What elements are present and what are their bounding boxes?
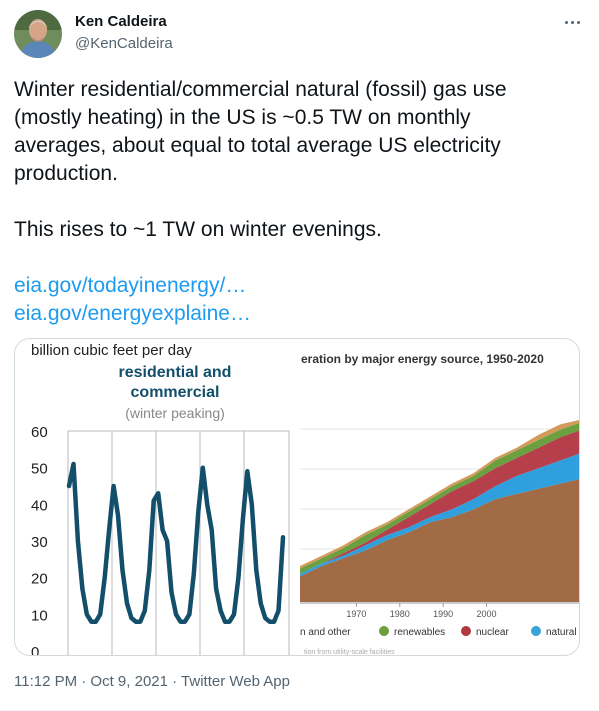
natural-gas-area [300,453,579,577]
link-eia-energyexplained[interactable]: eia.gov/energyexplaine… [14,302,251,325]
legend-item: natural ga [531,626,580,638]
chart-subtitle: (winter peaking) [125,405,225,421]
y-axis-label: billion cubic feet per day [31,342,192,359]
renewables-area [300,422,579,574]
chart-footnote: tion from utility-scale facilities [304,649,395,656]
chart-title: eration by major energy source, 1950-202… [301,352,544,366]
legend-item: renewables [379,626,445,638]
gas-use-series-line [66,461,286,624]
electricity-generation-chart: eration by major energy source, 1950-202… [300,352,580,656]
media-container[interactable]: billion cubic feet per day residential a… [14,338,580,656]
media-image-gas-chart[interactable]: billion cubic feet per day residential a… [15,339,299,656]
x-tick-label: 1970 [346,609,366,619]
author-handle[interactable]: @KenCaldeira [75,35,173,52]
chart-title-line: residential and [119,364,232,381]
nuclear-area [300,430,579,574]
y-tick-label: 40 [31,497,48,514]
y-tick-label: 10 [31,607,48,624]
more-options-icon[interactable] [561,14,583,30]
legend-item: nuclear [461,626,509,638]
legend-label: renewables [394,627,445,638]
y-tick-label: 20 [31,571,48,588]
legend-label: n and other [300,627,351,638]
media-image-electricity-chart[interactable]: eration by major energy source, 1950-202… [299,339,580,656]
coal-petroleum-area [300,479,579,602]
x-tick-label: 2000 [477,609,497,619]
x-tick-label: 1990 [433,609,453,619]
legend-label: natural ga [546,627,580,638]
tweet-text-line: (mostly heating) in the US is ~0.5 TW on… [14,106,471,129]
legend-item: n and other [300,627,351,638]
tweet-text-line: Winter residential/commercial natural (f… [14,78,507,101]
y-tick-label: 0 [31,644,39,656]
legend-swatch [531,626,541,636]
y-tick-label: 60 [31,424,48,441]
avatar[interactable] [14,10,62,58]
y-tick-label: 50 [31,461,48,478]
link-eia-todayinenergy[interactable]: eia.gov/todayinenergy/… [14,274,247,297]
author-name[interactable]: Ken Caldeira [75,13,167,30]
tweet-timestamp[interactable]: 11:12 PM · Oct 9, 2021 · Twitter Web App [14,673,290,690]
legend-swatch [461,626,471,636]
gas-use-chart: billion cubic feet per day residential a… [31,342,290,656]
tweet-text-line: This rises to ~1 TW on winter evenings. [14,218,382,241]
legend-swatch [379,626,389,636]
chart-title-line: commercial [131,384,220,401]
y-tick-label: 30 [31,534,48,551]
legend-label: nuclear [476,627,509,638]
other-area [300,420,579,569]
tweet-text-line: production. [14,162,118,185]
tweet-text: Winter residential/commercial natural (f… [14,76,584,328]
x-tick-label: 1980 [390,609,410,619]
tweet-text-line: averages, about equal to total average U… [14,134,501,157]
